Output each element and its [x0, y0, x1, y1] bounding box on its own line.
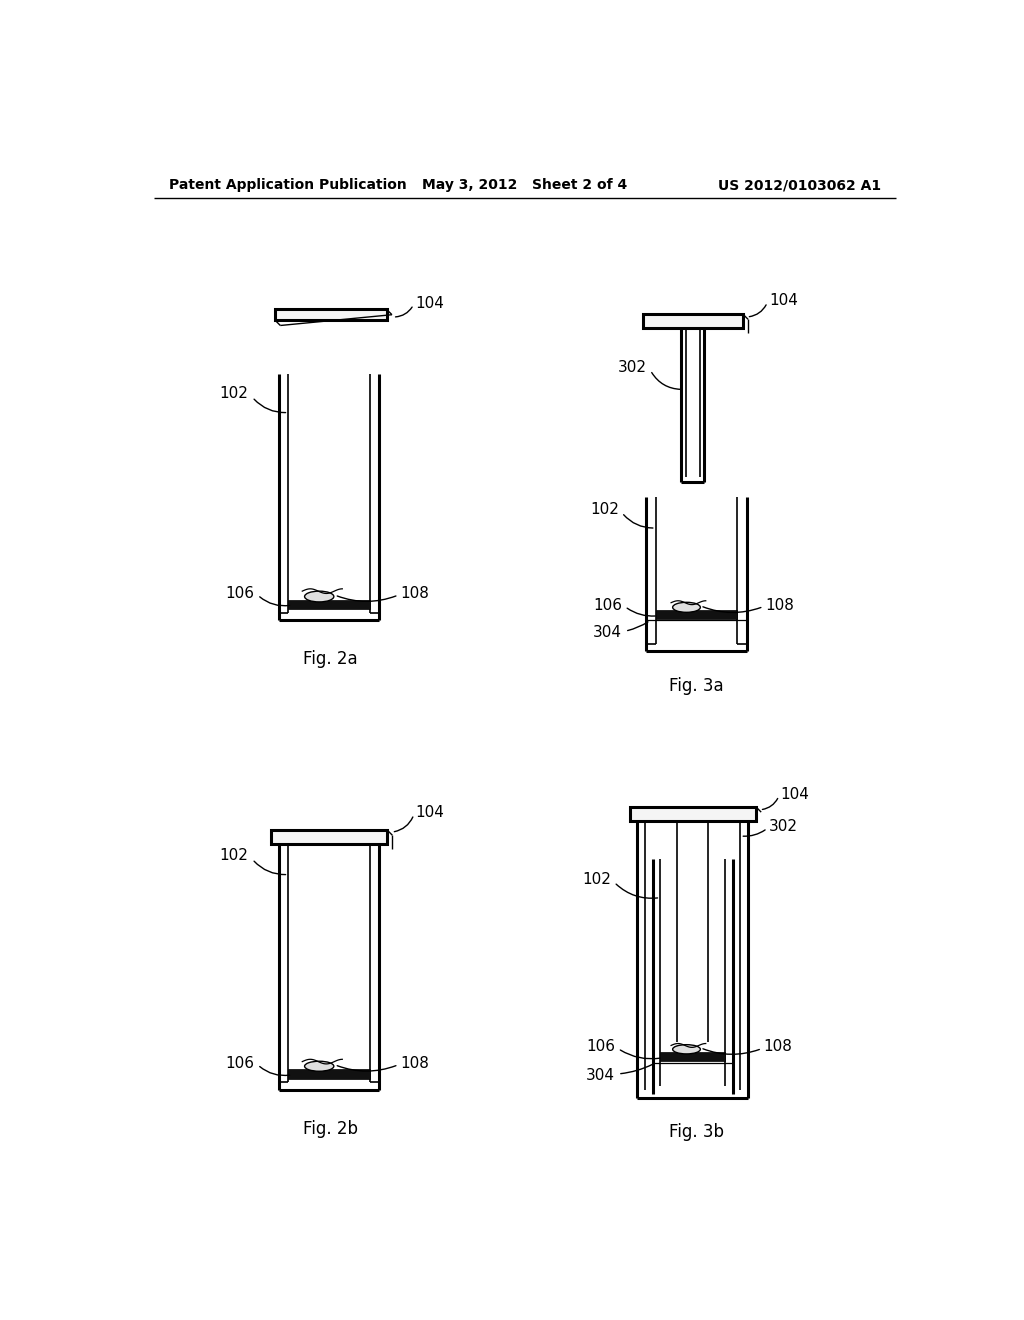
Text: 102: 102 [219, 385, 249, 401]
Text: 106: 106 [225, 586, 255, 601]
Bar [289, 1069, 370, 1078]
Text: 104: 104 [780, 787, 809, 803]
Text: 108: 108 [400, 1056, 429, 1071]
Text: Patent Application Publication: Patent Application Publication [169, 178, 407, 193]
Text: 304: 304 [586, 1068, 614, 1082]
Text: 104: 104 [415, 296, 444, 310]
Ellipse shape [673, 1044, 700, 1053]
Text: Fig. 3b: Fig. 3b [669, 1123, 724, 1142]
Text: 106: 106 [225, 1056, 255, 1071]
Text: 302: 302 [618, 360, 647, 375]
Bar [643, 314, 742, 327]
Text: 106: 106 [593, 598, 622, 612]
Text: 104: 104 [416, 805, 444, 821]
Text: Fig. 2a: Fig. 2a [303, 649, 358, 668]
Text: 302: 302 [769, 820, 798, 834]
Text: Fig. 2b: Fig. 2b [303, 1119, 358, 1138]
Text: 108: 108 [764, 1039, 793, 1055]
Text: 102: 102 [219, 847, 249, 863]
Text: 106: 106 [586, 1039, 614, 1055]
Bar [630, 807, 756, 821]
Text: May 3, 2012   Sheet 2 of 4: May 3, 2012 Sheet 2 of 4 [422, 178, 628, 193]
Bar [660, 1052, 725, 1061]
Bar [274, 309, 387, 321]
Text: 304: 304 [593, 626, 622, 640]
Text: 104: 104 [769, 293, 798, 309]
Ellipse shape [304, 1061, 334, 1072]
Text: 108: 108 [765, 598, 794, 612]
Text: 102: 102 [590, 502, 618, 517]
Bar [289, 599, 370, 609]
Ellipse shape [673, 602, 700, 612]
Bar [271, 830, 387, 843]
Text: Fig. 3a: Fig. 3a [670, 677, 724, 694]
Text: US 2012/0103062 A1: US 2012/0103062 A1 [718, 178, 882, 193]
Bar [655, 610, 737, 619]
Ellipse shape [304, 591, 334, 602]
Text: 102: 102 [583, 871, 611, 887]
Text: 108: 108 [400, 586, 429, 601]
